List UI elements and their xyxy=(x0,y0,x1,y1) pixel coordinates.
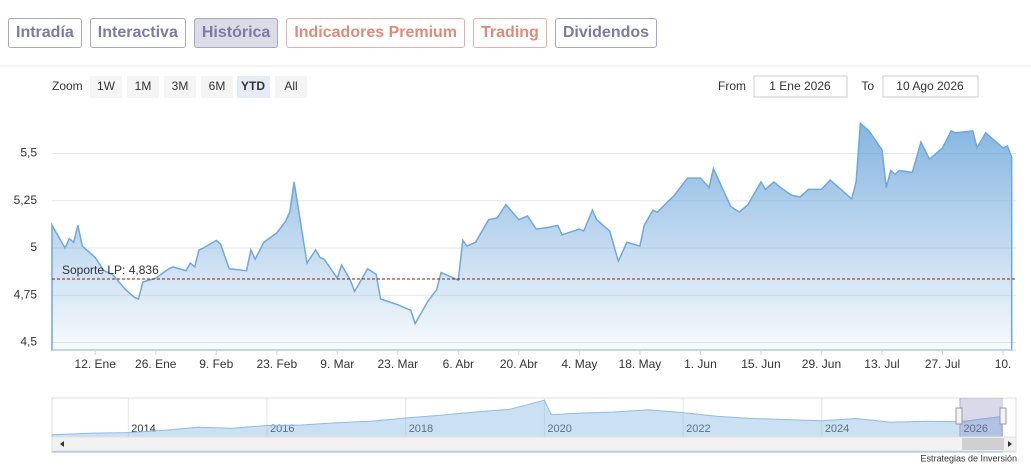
to-value[interactable]: 10 Ago 2026 xyxy=(896,79,964,93)
x-tick-label: 18. May xyxy=(619,357,662,371)
zoom-button[interactable]: 3M xyxy=(172,79,189,93)
from-label: From xyxy=(718,79,746,93)
tab-bar: Intradía Interactiva Histórica Indicador… xyxy=(8,18,658,48)
navigator-selection[interactable] xyxy=(959,398,1003,438)
to-label: To xyxy=(861,79,874,93)
from-value[interactable]: 1 Ene 2026 xyxy=(769,79,831,93)
x-tick-label: 23. Feb xyxy=(256,357,297,371)
zoom-button[interactable]: YTD xyxy=(241,79,265,93)
navigator-tick-label: 2016 xyxy=(270,423,294,435)
y-tick-label: 4,75 xyxy=(14,287,38,301)
button-bg[interactable] xyxy=(90,76,122,98)
tab[interactable]: Histórica xyxy=(193,18,279,48)
x-tick-label: 13. Jul xyxy=(864,357,899,371)
credit: Estrategias de Inversión xyxy=(920,453,1017,463)
navigator-tick-label: 2018 xyxy=(409,423,433,435)
main-plot: 4,5 4,75 5 5,25 5,5 12. Ene 26. Ene 9. Feb 23. F… xyxy=(14,121,1016,371)
scrollbar-thumb[interactable] xyxy=(962,438,1004,450)
button-bg[interactable] xyxy=(127,76,159,98)
support-label: Soporte LP: 4,836 xyxy=(62,263,159,277)
y-tick-label: 4,5 xyxy=(20,335,37,349)
x-tick-label: 6. Abr xyxy=(443,357,474,371)
zoom-buttons: 1W 1M 3M 6M YTD All xyxy=(90,76,307,98)
x-tick-label: 29. Jun xyxy=(802,357,841,371)
navigator-tick-label: 2026 xyxy=(964,423,988,435)
x-tick-label: 12. Ene xyxy=(75,357,117,371)
tab[interactable]: Indicadores Premium xyxy=(286,18,466,48)
scroll-left[interactable] xyxy=(60,441,64,447)
navigator-tick-label: 2020 xyxy=(547,423,571,435)
button-bg[interactable] xyxy=(237,76,270,98)
chart: Zoom 1W 1M 3M 6M YTD All From 1 Ene 2026… xyxy=(0,65,1031,463)
x-tick-label: 20. Abr xyxy=(500,357,538,371)
x-tick-label: 26. Ene xyxy=(135,357,177,371)
from-input[interactable] xyxy=(753,75,848,98)
tab[interactable]: Trading xyxy=(473,18,547,48)
tab[interactable]: Intradía xyxy=(8,18,82,48)
y-tick-label: 5,5 xyxy=(20,146,37,160)
navigator-handle[interactable] xyxy=(999,407,1007,425)
navigator-handle[interactable] xyxy=(955,407,963,425)
navigator-tick-label: 2024 xyxy=(825,423,849,435)
tab[interactable]: Dividendos xyxy=(554,18,658,48)
zoom-button[interactable]: 1M xyxy=(135,79,152,93)
area xyxy=(51,121,1013,351)
navigator-tick-label: 2022 xyxy=(686,423,710,435)
button-bg[interactable] xyxy=(275,76,307,98)
x-tick-label: 23. Mar xyxy=(377,357,418,371)
x-tick-label: 4. May xyxy=(561,357,597,371)
x-tick-label: 9. Feb xyxy=(199,357,233,371)
scroll-right[interactable] xyxy=(1008,441,1012,447)
zoom-button[interactable]: 1W xyxy=(97,79,116,93)
zoom-button[interactable]: 6M xyxy=(209,79,226,93)
x-tick-label: 9. Mar xyxy=(320,357,354,371)
y-tick-label: 5,25 xyxy=(14,193,38,207)
y-tick-label: 5 xyxy=(30,240,37,254)
button-bg[interactable] xyxy=(164,76,196,98)
zoom-label: Zoom xyxy=(52,79,83,93)
scrollbar[interactable] xyxy=(51,436,1017,452)
tab[interactable]: Interactiva xyxy=(89,18,186,48)
button-bg[interactable] xyxy=(201,76,233,98)
x-tick-label: 1. Jun xyxy=(684,357,717,371)
to-input[interactable] xyxy=(882,75,979,98)
x-tick-label: 15. Jun xyxy=(741,357,780,371)
x-tick-label: 27. Jul xyxy=(925,357,960,371)
x-tick-label: 10. xyxy=(995,357,1012,371)
zoom-button[interactable]: All xyxy=(284,79,297,93)
